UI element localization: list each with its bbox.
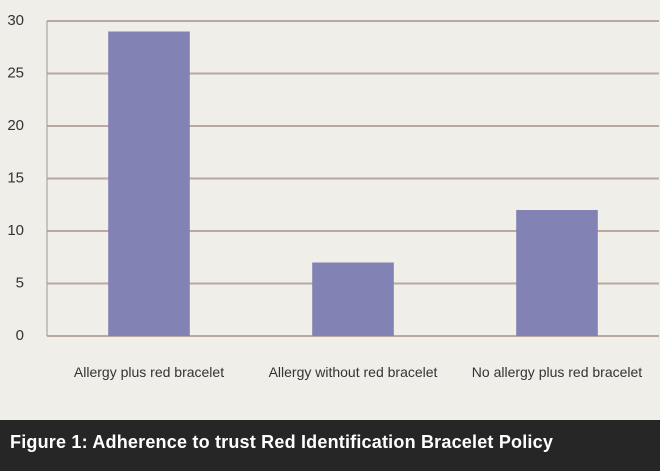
y-tick-label: 0 (16, 327, 24, 344)
plot: 0 5 10 15 20 25 30 (7, 12, 659, 344)
x-tick-label: Allergy plus red bracelet (73, 364, 225, 380)
y-tick-label: 15 (7, 169, 24, 186)
bar (108, 31, 190, 336)
bar (312, 262, 394, 336)
bar (516, 210, 598, 336)
chart-title: Figure 1: Adherence to trust Red Identif… (0, 420, 660, 471)
y-tick-label: 5 (16, 274, 24, 291)
y-tick-label: 30 (7, 12, 24, 29)
y-tick-label: 20 (7, 117, 24, 134)
x-tick-label: Allergy without red bracelet (268, 364, 438, 380)
y-tick-label: 25 (7, 64, 24, 81)
y-tick-label: 10 (7, 222, 24, 239)
x-tick-label: No allergy plus red bracelet (471, 364, 643, 380)
